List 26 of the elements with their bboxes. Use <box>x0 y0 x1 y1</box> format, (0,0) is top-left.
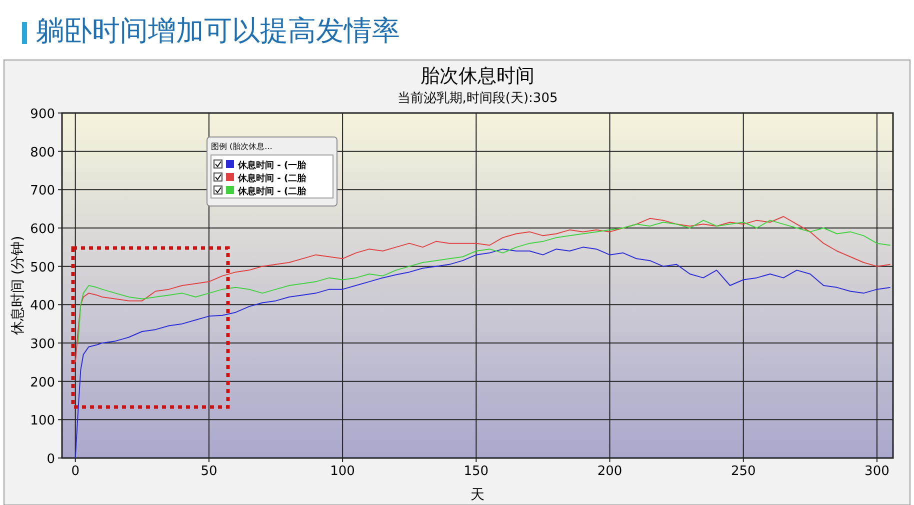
legend-label: 休息时间 - (二胎 <box>237 186 308 197</box>
y-tick-label: 300 <box>30 337 55 352</box>
y-tick-label: 500 <box>30 260 55 276</box>
y-axis-title: 休息时间 (分钟) <box>10 236 26 336</box>
legend-label: 休息时间 - (二胎 <box>237 173 308 184</box>
y-tick-label: 900 <box>30 107 55 122</box>
y-tick-label: 800 <box>30 145 55 160</box>
y-tick-label: 600 <box>30 222 55 237</box>
y-tick-label: 0 <box>46 452 55 467</box>
chart-subtitle: 当前泌乳期,时间段(天):305 <box>397 91 558 106</box>
x-tick-label: 200 <box>597 464 622 479</box>
y-tick-label: 700 <box>30 184 55 199</box>
legend-label: 休息时间 - (一胎 <box>237 160 308 171</box>
y-tick-label: 400 <box>30 298 55 314</box>
x-tick-label: 0 <box>71 464 80 479</box>
x-tick-label: 150 <box>464 464 489 479</box>
x-tick-label: 100 <box>330 464 355 479</box>
x-tick-label: 250 <box>730 464 756 479</box>
chart-title: 胎次休息时间 <box>420 65 534 87</box>
x-axis-title: 天 <box>470 487 484 503</box>
text: 躺卧时间增加可以提高发情率 <box>36 14 400 47</box>
y-tick-label: 200 <box>30 375 55 390</box>
x-tick-label: 50 <box>200 464 218 479</box>
x-tick-label: 300 <box>864 464 890 479</box>
y-tick-label: 100 <box>30 414 55 429</box>
legend-title: 图例 (胎次休息... <box>211 142 272 151</box>
